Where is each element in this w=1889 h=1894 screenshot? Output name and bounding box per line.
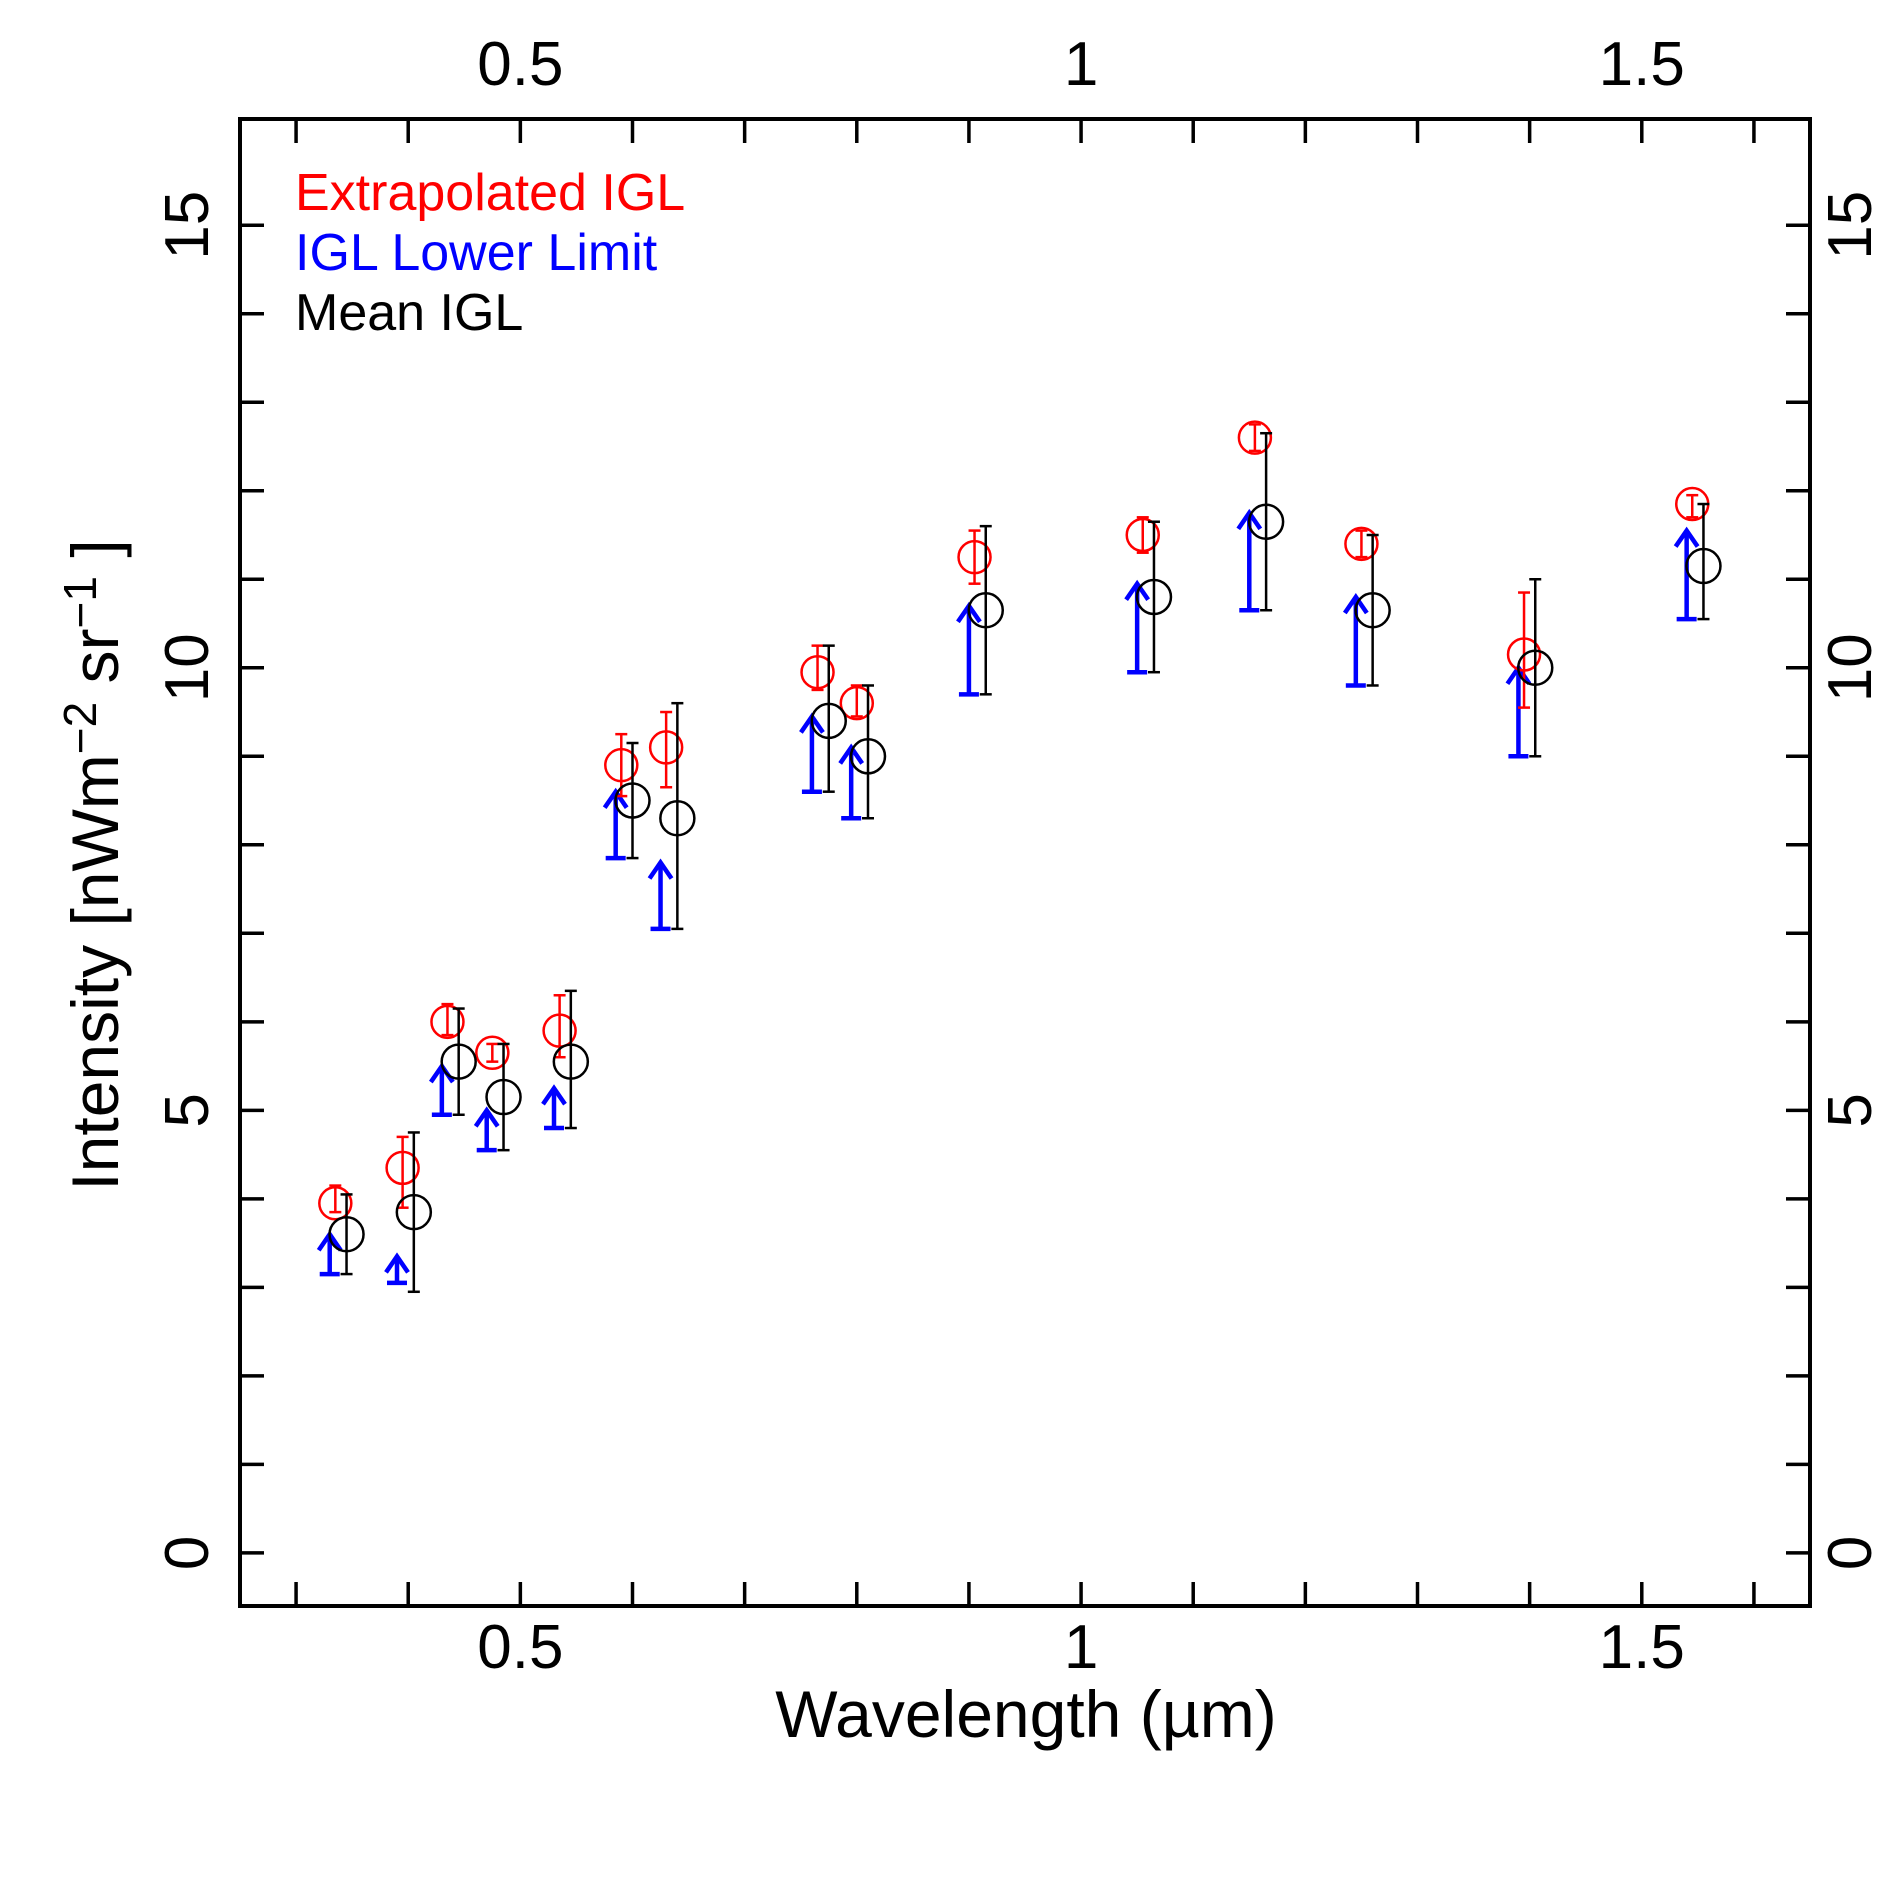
- x-tick-label-bottom: 1.5: [1599, 1613, 1685, 1682]
- mean-igl-point: [1247, 503, 1285, 540]
- mean-igl-point: [485, 1078, 522, 1116]
- lower-limit-arrow-head: [1342, 592, 1369, 615]
- extrapolated-igl-point: [604, 747, 639, 783]
- mean-igl-point: [328, 1216, 365, 1253]
- y-tick-label-right: 5: [1816, 1093, 1885, 1127]
- extrapolated-igl-point: [475, 1035, 510, 1071]
- lower-limit-arrow-head: [384, 1252, 410, 1274]
- x-tick-label-top: 1: [1064, 30, 1098, 99]
- y-tick-label-right: 0: [1816, 1536, 1885, 1570]
- y-tick-label-right: 10: [1816, 633, 1885, 702]
- extrapolated-igl-point: [648, 730, 684, 765]
- extrapolated-igl-point: [318, 1186, 353, 1221]
- y-tick-label-right: 15: [1816, 191, 1885, 260]
- mean-igl-point: [1135, 578, 1173, 616]
- mean-igl-point: [810, 702, 847, 740]
- extrapolated-igl-point: [385, 1150, 420, 1186]
- x-tick-label-top: 0.5: [477, 30, 563, 99]
- mean-igl-point: [614, 782, 651, 819]
- legend-entry-extrapolated-igl: Extrapolated IGL: [295, 164, 685, 222]
- mean-igl-point: [1517, 649, 1554, 687]
- y-tick-label-left: 5: [153, 1093, 222, 1127]
- x-tick-label-top: 1.5: [1599, 30, 1685, 99]
- legend: Extrapolated IGL IGL Lower Limit Mean IG…: [295, 164, 685, 342]
- mean-igl-point: [552, 1043, 590, 1080]
- lower-limit-arrow-head: [1236, 508, 1263, 531]
- legend-entry-igl-lower-limit: IGL Lower Limit: [295, 224, 658, 282]
- mean-igl-point: [1685, 547, 1722, 585]
- y-axis-title: Intensity [nWm−2 sr−1 ]: [54, 539, 132, 1190]
- data-layer: [316, 420, 1722, 1294]
- y-tick-label-left: 0: [153, 1536, 222, 1570]
- y-axis-title-exp2: −1: [54, 576, 106, 628]
- x-axis-title: Wavelength (µm): [775, 1677, 1276, 1751]
- lower-limit-arrow-head: [647, 858, 674, 880]
- x-tick-label-bottom: 0.5: [477, 1613, 563, 1682]
- y-axis-title-exp1: −2: [54, 702, 106, 754]
- lower-limit-arrow-head: [602, 787, 629, 809]
- y-axis-title-main: Intensity [nWm: [58, 754, 132, 1190]
- lower-limit-arrow-head: [838, 743, 865, 765]
- lower-limit-arrow-head: [473, 1106, 500, 1128]
- mean-igl-point: [395, 1193, 433, 1231]
- x-tick-label-bottom: 1: [1064, 1613, 1098, 1682]
- extrapolated-igl-point: [1237, 420, 1273, 455]
- y-tick-label-left: 15: [153, 191, 222, 260]
- mean-igl-point: [659, 799, 696, 837]
- mean-igl-point: [1354, 591, 1391, 629]
- mean-igl-point: [849, 738, 887, 775]
- extrapolated-igl-point: [542, 1013, 577, 1048]
- lower-limit-arrow-head: [1673, 526, 1700, 548]
- y-tick-label-left: 10: [153, 633, 222, 702]
- y-axis-title-mid: sr: [58, 628, 132, 701]
- mean-igl-point: [967, 591, 1004, 629]
- extrapolated-igl-point: [1125, 517, 1160, 553]
- mean-igl-point: [440, 1043, 477, 1080]
- axis-ticks: 0.5 0.5 1 1 1.5 1.5 0 0 5 5 10 10 15 15: [153, 30, 1885, 1682]
- extrapolated-igl-point: [957, 539, 992, 575]
- extrapolated-igl-point: [839, 685, 875, 721]
- extrapolated-igl-point: [430, 1004, 465, 1040]
- lower-limit-arrow-head: [1124, 579, 1150, 601]
- legend-entry-mean-igl: Mean IGL: [295, 284, 523, 342]
- extrapolated-igl-point: [1506, 637, 1542, 672]
- lower-limit-arrow-head: [541, 1084, 567, 1106]
- plot-frame: [238, 117, 1812, 1608]
- y-axis-title-end: ]: [58, 539, 132, 576]
- extrapolated-igl-point: [1344, 526, 1379, 562]
- extrapolated-igl-point: [800, 654, 835, 690]
